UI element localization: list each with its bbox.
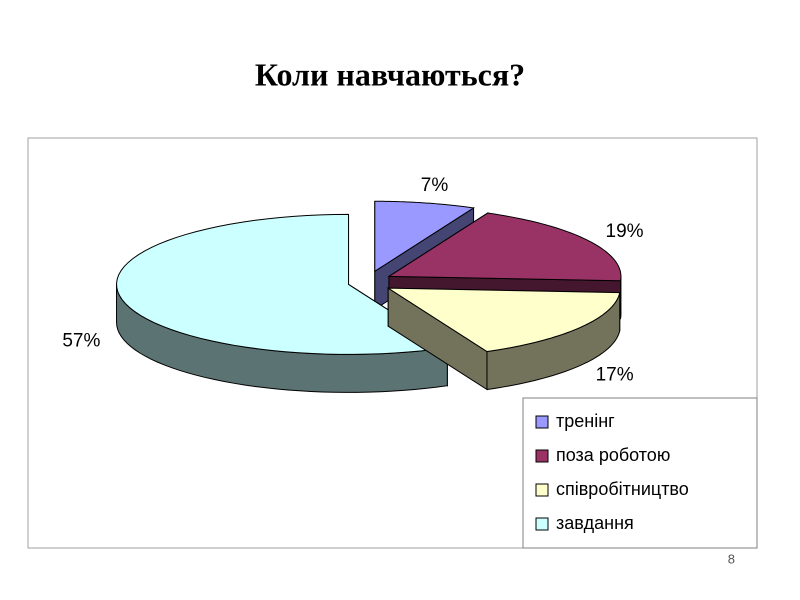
pie (116, 200, 622, 393)
legend-swatch (535, 449, 549, 463)
legend (522, 397, 758, 549)
chart-title: Коли навчаються? (255, 56, 525, 92)
data-label: 19% (606, 221, 644, 242)
slice (387, 212, 622, 282)
data-label: 57% (62, 331, 100, 352)
legend-label: співробітництво (556, 479, 689, 499)
legend-label: тренінг (556, 411, 615, 431)
data-label: 7% (421, 175, 449, 196)
plot-frame (27, 137, 758, 549)
slice (374, 200, 475, 273)
legend-swatch (535, 483, 549, 497)
slice (116, 213, 449, 355)
data-label: 17% (596, 364, 634, 385)
legend-label: завдання (556, 513, 634, 533)
slice (386, 287, 621, 353)
legend-swatch (535, 517, 549, 531)
legend-label: поза роботою (556, 445, 670, 465)
legend-swatch (535, 415, 549, 429)
page-number: 8 (728, 551, 735, 566)
